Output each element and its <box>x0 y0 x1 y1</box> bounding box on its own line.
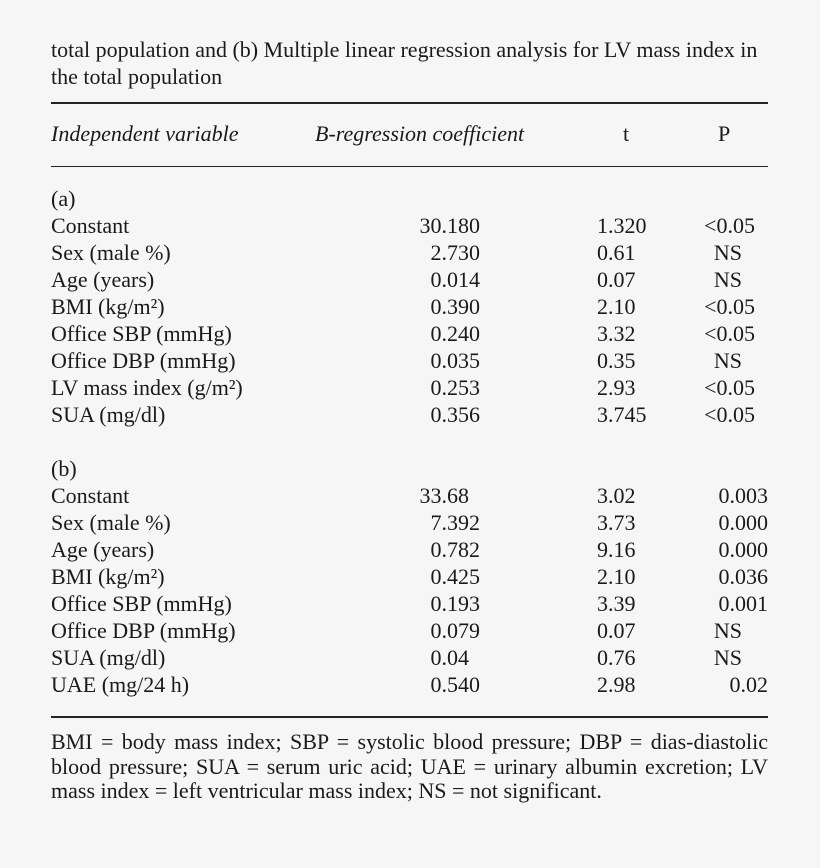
t-cell: 2.93 <box>597 375 636 400</box>
p-cell: NS <box>713 645 742 670</box>
table-row: Age (years) 0.014 0.07 NS <box>51 266 768 293</box>
b-coefficient-cell: 7.392 <box>430 510 481 535</box>
variable-cell: Office DBP (mmHg) <box>51 348 236 373</box>
b-coefficient-cell: 0.390 <box>430 294 481 319</box>
t-cell: 2.98 <box>597 672 636 697</box>
b-coefficient-cell: 0.240 <box>430 321 481 346</box>
p-cell: 0.003 <box>718 483 769 508</box>
b-coefficient-cell: 0.425 <box>430 564 481 589</box>
b-coefficient-cell: 2.730 <box>430 240 481 265</box>
table-body: (a) Constant 30.180 1.320 <0.05 Sex (male %) 2… <box>51 185 768 698</box>
variable-cell: UAE (mg/24 h) <box>51 672 190 697</box>
b-coefficient-cell: 0.193 <box>430 591 481 616</box>
variable-cell: BMI (kg/m²) <box>51 294 165 319</box>
table-row: Sex (male %) 7.392 3.73 0.000 <box>51 509 768 536</box>
table-row: Sex (male %) 2.730 0.61 NS <box>51 239 768 266</box>
regression-table: total population and (b) Multiple linear… <box>51 36 768 804</box>
top-rule <box>51 102 768 104</box>
b-coefficient-cell: 0.253 <box>430 375 481 400</box>
t-cell: 0.07 <box>597 267 636 292</box>
header-variable: Independent variable <box>51 121 239 146</box>
t-cell: 0.61 <box>597 240 636 265</box>
b-coefficient-cell: 0.356 <box>430 402 481 427</box>
t-cell: 3.39 <box>597 591 636 616</box>
table-row: Constant 33.68 3.02 0.003 <box>51 482 768 509</box>
table-row: Office DBP (mmHg) 0.079 0.07 NS <box>51 617 768 644</box>
b-coefficient-cell: 33.68 <box>419 483 470 508</box>
p-cell: 0.000 <box>718 537 769 562</box>
b-coefficient-cell: 0.540 <box>430 672 481 697</box>
p-cell: <0.05 <box>704 402 755 427</box>
b-coefficient-cell: 0.782 <box>430 537 481 562</box>
b-coefficient-cell: 30.180 <box>419 213 481 238</box>
variable-cell: Sex (male %) <box>51 240 171 265</box>
variable-cell: Age (years) <box>51 267 155 292</box>
table-row: Constant 30.180 1.320 <0.05 <box>51 212 768 239</box>
t-cell: 2.10 <box>597 294 636 319</box>
t-cell: 3.73 <box>597 510 636 535</box>
t-cell: 0.35 <box>597 348 636 373</box>
t-cell: 2.10 <box>597 564 636 589</box>
variable-cell: Age (years) <box>51 537 155 562</box>
section-label: (a) <box>51 186 76 211</box>
table-row: Age (years) 0.782 9.16 0.000 <box>51 536 768 563</box>
t-cell: 3.745 <box>597 402 647 427</box>
table-row: SUA (mg/dl) 0.356 3.745 <0.05 <box>51 401 768 428</box>
variable-cell: SUA (mg/dl) <box>51 645 166 670</box>
header-rule <box>51 166 768 167</box>
variable-cell: Office SBP (mmHg) <box>51 321 232 346</box>
p-cell: <0.05 <box>704 213 755 238</box>
p-cell: NS <box>713 240 742 265</box>
table-row: BMI (kg/m²) 0.425 2.10 0.036 <box>51 563 768 590</box>
footnote: BMI = body mass index; SBP = systolic bl… <box>51 729 768 803</box>
p-cell: 0.001 <box>718 591 769 616</box>
t-cell: 3.32 <box>597 321 636 346</box>
t-cell: 0.76 <box>597 645 636 670</box>
p-cell: NS <box>713 348 742 373</box>
t-cell: 1.320 <box>597 213 647 238</box>
table-row: BMI (kg/m²) 0.390 2.10 <0.05 <box>51 293 768 320</box>
variable-cell: Constant <box>51 483 130 508</box>
p-cell: <0.05 <box>704 321 755 346</box>
header-p: P <box>718 121 731 146</box>
table-row: SUA (mg/dl) 0.04 0.76 NS <box>51 644 768 671</box>
p-cell: NS <box>713 618 742 643</box>
p-cell: <0.05 <box>704 294 755 319</box>
header-t: t <box>623 121 630 146</box>
variable-cell: Office SBP (mmHg) <box>51 591 232 616</box>
t-cell: 3.02 <box>597 483 636 508</box>
table-row: Office SBP (mmHg) 0.240 3.32 <0.05 <box>51 320 768 347</box>
p-cell: 0.000 <box>718 510 769 535</box>
b-coefficient-cell: 0.014 <box>430 267 481 292</box>
table-header: Independent variable B-regression coeffi… <box>51 104 768 166</box>
b-coefficient-cell: 0.079 <box>430 618 481 643</box>
p-cell: 0.036 <box>718 564 769 589</box>
variable-cell: Sex (male %) <box>51 510 171 535</box>
table-row: LV mass index (g/m²) 0.253 2.93 <0.05 <box>51 374 768 401</box>
p-cell: 0.02 <box>729 672 769 697</box>
p-cell: <0.05 <box>704 375 755 400</box>
variable-cell: LV mass index (g/m²) <box>51 375 243 400</box>
b-coefficient-cell: 0.035 <box>430 348 481 373</box>
t-cell: 9.16 <box>597 537 636 562</box>
table-row: Office DBP (mmHg) 0.035 0.35 NS <box>51 347 768 374</box>
table-row: Office SBP (mmHg) 0.193 3.39 0.001 <box>51 590 768 617</box>
p-cell: NS <box>713 267 742 292</box>
section-gap <box>51 428 768 455</box>
variable-cell: SUA (mg/dl) <box>51 402 166 427</box>
bottom-rule <box>51 716 768 718</box>
table-row: UAE (mg/24 h) 0.540 2.98 0.02 <box>51 671 768 698</box>
section-label: (b) <box>51 456 77 481</box>
variable-cell: Constant <box>51 213 130 238</box>
header-b: B-regression coefficient <box>315 121 525 146</box>
t-cell: 0.07 <box>597 618 636 643</box>
variable-cell: BMI (kg/m²) <box>51 564 165 589</box>
table-caption: total population and (b) Multiple linear… <box>51 37 758 89</box>
variable-cell: Office DBP (mmHg) <box>51 618 236 643</box>
b-coefficient-cell: 0.04 <box>430 645 470 670</box>
